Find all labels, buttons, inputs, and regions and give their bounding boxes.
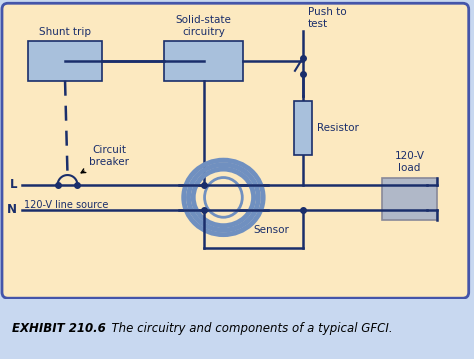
Text: 120-V line source: 120-V line source: [24, 200, 108, 210]
Ellipse shape: [205, 178, 242, 217]
Text: Push to
test: Push to test: [308, 8, 346, 29]
Text: 120-V
load: 120-V load: [395, 151, 425, 173]
Text: Sensor: Sensor: [253, 225, 289, 235]
FancyBboxPatch shape: [2, 3, 469, 298]
Text: Circuit
breaker: Circuit breaker: [81, 145, 129, 173]
Text: Resistor: Resistor: [317, 123, 359, 133]
Bar: [28, 41, 102, 81]
Text: EXHIBIT 210.6: EXHIBIT 210.6: [12, 322, 106, 335]
Bar: [383, 178, 437, 220]
Bar: [0, 299, 471, 358]
Text: Solid-state
circuitry: Solid-state circuitry: [176, 15, 231, 37]
Text: Shunt trip: Shunt trip: [39, 27, 91, 37]
Text: The circuitry and components of a typical GFCI.: The circuitry and components of a typica…: [104, 322, 393, 335]
Text: L: L: [9, 178, 17, 191]
Bar: [294, 101, 312, 155]
Text: N: N: [7, 203, 17, 216]
Bar: [164, 41, 243, 81]
